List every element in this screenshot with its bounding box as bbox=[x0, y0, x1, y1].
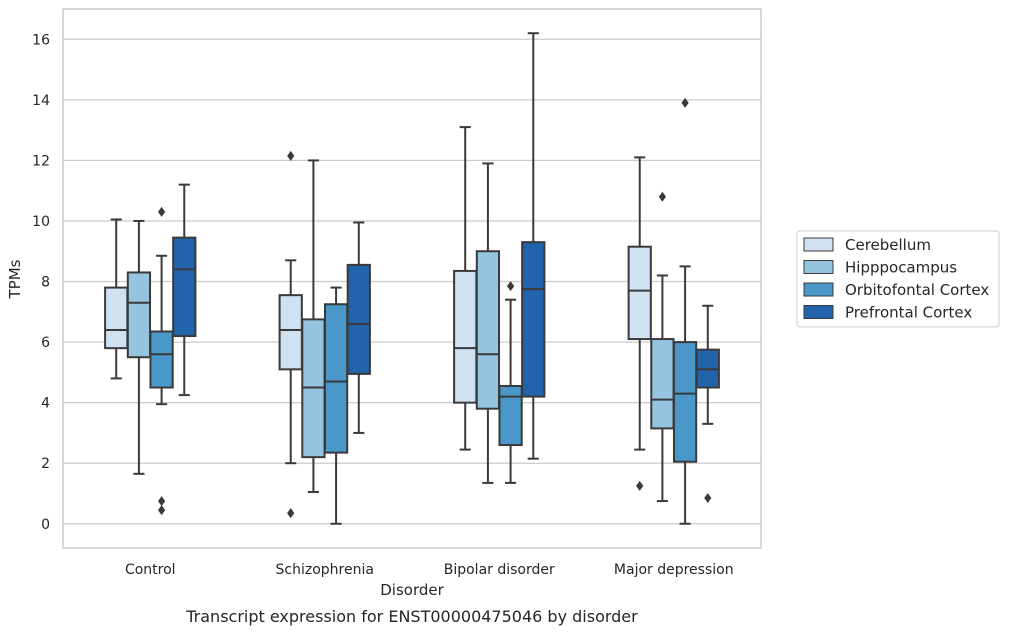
x-tick-label: Major depression bbox=[614, 562, 734, 578]
legend-frame bbox=[796, 230, 1000, 328]
box-iqr bbox=[521, 241, 546, 398]
y-tick-label: 6 bbox=[41, 335, 50, 351]
outlier-point bbox=[506, 281, 515, 292]
x-tick-label: Bipolar disorder bbox=[444, 562, 555, 578]
x-tick-labels: Control Schizophrenia Bipolar disorder Majo… bbox=[125, 562, 734, 578]
box-series bbox=[104, 32, 720, 525]
box-plot-orbitofontal-cortex bbox=[672, 97, 698, 525]
box-plot-prefrontal-cortex bbox=[346, 221, 371, 434]
y-tick-labels: 0 2 4 6 8 10 12 14 16 bbox=[32, 32, 50, 532]
y-tick-label: 2 bbox=[41, 456, 50, 472]
box-plot-prefrontal-cortex bbox=[521, 32, 546, 460]
outlier-point bbox=[704, 493, 712, 504]
box-iqr bbox=[126, 271, 152, 359]
box-plot-hipppocampus bbox=[475, 162, 501, 484]
legend-swatch bbox=[803, 260, 834, 274]
box-plot-prefrontal-cortex bbox=[695, 304, 720, 504]
x-axis-label: Disorder bbox=[380, 581, 444, 599]
outlier-point bbox=[681, 97, 689, 108]
box-plot-hipppocampus bbox=[126, 219, 152, 475]
y-tick-label: 10 bbox=[32, 214, 50, 230]
box-iqr bbox=[453, 269, 478, 404]
box-iqr bbox=[346, 263, 371, 375]
box-iqr bbox=[498, 384, 523, 447]
box-plot-prefrontal-cortex bbox=[172, 183, 197, 397]
y-tick-label: 8 bbox=[41, 275, 50, 291]
legend-label: Hipppocampus bbox=[845, 259, 957, 277]
box-plot-orbitofontal-cortex bbox=[323, 286, 349, 525]
legend-swatch bbox=[803, 282, 834, 297]
outlier-point bbox=[658, 191, 667, 202]
legend-label: Orbitofontal Cortex bbox=[845, 281, 989, 299]
box-iqr bbox=[149, 330, 174, 389]
outlier-point bbox=[157, 206, 166, 217]
y-tick-label: 4 bbox=[41, 396, 50, 412]
y-tick-label: 0 bbox=[41, 517, 50, 533]
outlier-point bbox=[157, 505, 166, 516]
outlier-point bbox=[157, 496, 166, 507]
plot-area-frame bbox=[62, 8, 762, 549]
x-tick-label: Control bbox=[125, 562, 176, 578]
box-plot-hipppocampus bbox=[301, 159, 326, 493]
outlier-point bbox=[287, 150, 295, 161]
outlier-point bbox=[636, 480, 644, 491]
box-plot-hipppocampus bbox=[650, 191, 675, 503]
y-tick-label: 12 bbox=[32, 153, 50, 169]
box-plot-cerebellum bbox=[104, 218, 129, 380]
legend-label: Cerebellum bbox=[845, 236, 931, 254]
box-plot-cerebellum bbox=[453, 126, 478, 451]
legend-swatch bbox=[803, 237, 834, 252]
box-iqr bbox=[278, 294, 303, 371]
grid-lines bbox=[63, 38, 761, 525]
y-tick-label: 14 bbox=[32, 93, 50, 109]
y-tick-label: 16 bbox=[32, 32, 50, 48]
legend-swatch bbox=[803, 305, 834, 319]
box-iqr bbox=[475, 250, 501, 410]
legend: Cerebellum Hipppocampus Orbitofontal Corte… bbox=[796, 230, 1000, 328]
x-tick-label: Schizophrenia bbox=[276, 562, 374, 578]
outlier-point bbox=[287, 508, 295, 519]
box-plot-orbitofontal-cortex bbox=[149, 206, 174, 516]
box-iqr bbox=[672, 341, 698, 463]
box-plot-orbitofontal-cortex bbox=[498, 281, 523, 484]
box-iqr bbox=[627, 245, 652, 341]
box-iqr bbox=[323, 303, 349, 454]
chart-caption: Transcript expression for ENST0000047504… bbox=[185, 607, 638, 626]
box-iqr bbox=[104, 286, 129, 350]
box-iqr bbox=[650, 338, 675, 430]
legend-label: Prefrontal Cortex bbox=[845, 304, 972, 322]
box-plot-cerebellum bbox=[627, 156, 652, 491]
y-axis-label: TPMs bbox=[6, 259, 24, 299]
box-iqr bbox=[172, 236, 197, 338]
